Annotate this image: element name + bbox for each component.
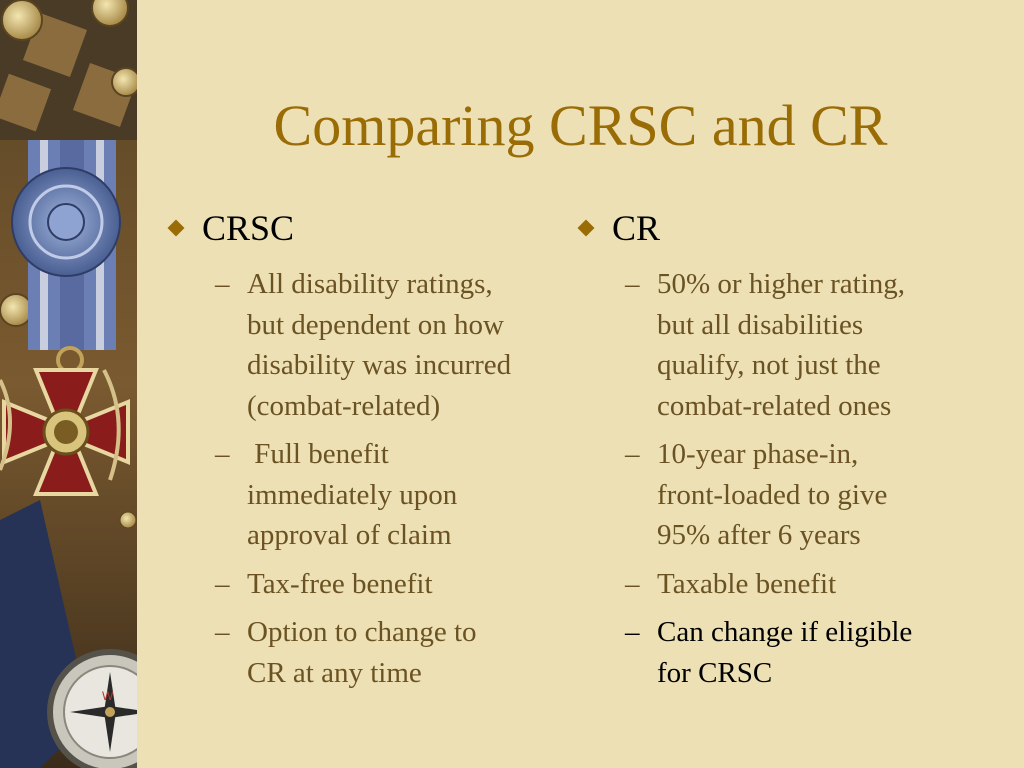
- item-line: 95% after 6 years: [657, 519, 861, 551]
- item-line: qualify, not just the: [657, 349, 881, 381]
- item-line: immediately upon: [247, 478, 458, 511]
- sub-bullet-item: – All disability ratings, but dependent …: [167, 264, 567, 426]
- diamond-bullet-icon: [577, 219, 595, 237]
- item-line: combat-related ones: [657, 389, 892, 422]
- item-line: (combat-related): [247, 389, 441, 422]
- item-line: for CRSC: [657, 656, 773, 689]
- heading-text: CR: [612, 208, 661, 248]
- item-line: disability was incurred: [247, 349, 512, 381]
- bullet-heading-crsc: CRSC: [167, 204, 567, 252]
- item-line: All disability ratings,: [247, 268, 493, 300]
- item-line: but dependent on how: [247, 308, 504, 341]
- item-line: Tax-free benefit: [247, 567, 433, 600]
- slide-title: Comparing CRSC and CR: [273, 93, 888, 158]
- item-line: Taxable benefit: [657, 567, 837, 600]
- sub-bullet-item: – Taxable benefit: [577, 564, 997, 605]
- item-line: Full benefit: [247, 438, 389, 470]
- dash-bullet: –: [215, 438, 230, 470]
- medal-collage-icon: W: [0, 0, 137, 768]
- item-line: Option to change to: [247, 616, 477, 648]
- sub-bullet-item: – Full benefit immediately upon approval…: [167, 434, 567, 556]
- dash-bullet: –: [215, 616, 230, 648]
- item-line: 50% or higher rating,: [657, 268, 906, 300]
- heading-text: CRSC: [202, 208, 295, 248]
- item-line: front-loaded to give: [657, 478, 888, 511]
- sub-bullet-item: – 50% or higher rating, but all disabili…: [577, 264, 997, 426]
- sub-bullet-list: – All disability ratings, but dependent …: [167, 264, 567, 693]
- dash-bullet: –: [625, 567, 640, 600]
- dash-bullet: –: [625, 616, 640, 648]
- dash-bullet: –: [215, 268, 230, 300]
- svg-text:W: W: [102, 689, 114, 703]
- dash-bullet: –: [625, 268, 640, 300]
- column-cr: CR – 50% or higher rating, but all disab…: [577, 204, 997, 701]
- sub-bullet-item-emphasized: – Can change if eligible for CRSC: [577, 612, 997, 693]
- column-crsc: CRSC – All disability ratings, but depen…: [167, 204, 567, 701]
- bullet-heading-cr: CR: [577, 204, 997, 252]
- item-line: approval of claim: [247, 519, 452, 551]
- sub-bullet-item: – Tax-free benefit: [167, 564, 567, 605]
- item-line: but all disabilities: [657, 308, 864, 341]
- sub-bullet-list: – 50% or higher rating, but all disabili…: [577, 264, 997, 693]
- item-line: 10-year phase-in,: [657, 438, 859, 470]
- sub-bullet-item: – 10-year phase-in, front-loaded to give…: [577, 434, 997, 556]
- item-line: CR at any time: [247, 656, 422, 689]
- dash-bullet: –: [625, 438, 640, 470]
- dash-bullet: –: [215, 567, 230, 600]
- sub-bullet-item: – Option to change to CR at any time: [167, 612, 567, 693]
- item-line: Can change if eligible: [657, 616, 913, 648]
- diamond-bullet-icon: [167, 219, 185, 237]
